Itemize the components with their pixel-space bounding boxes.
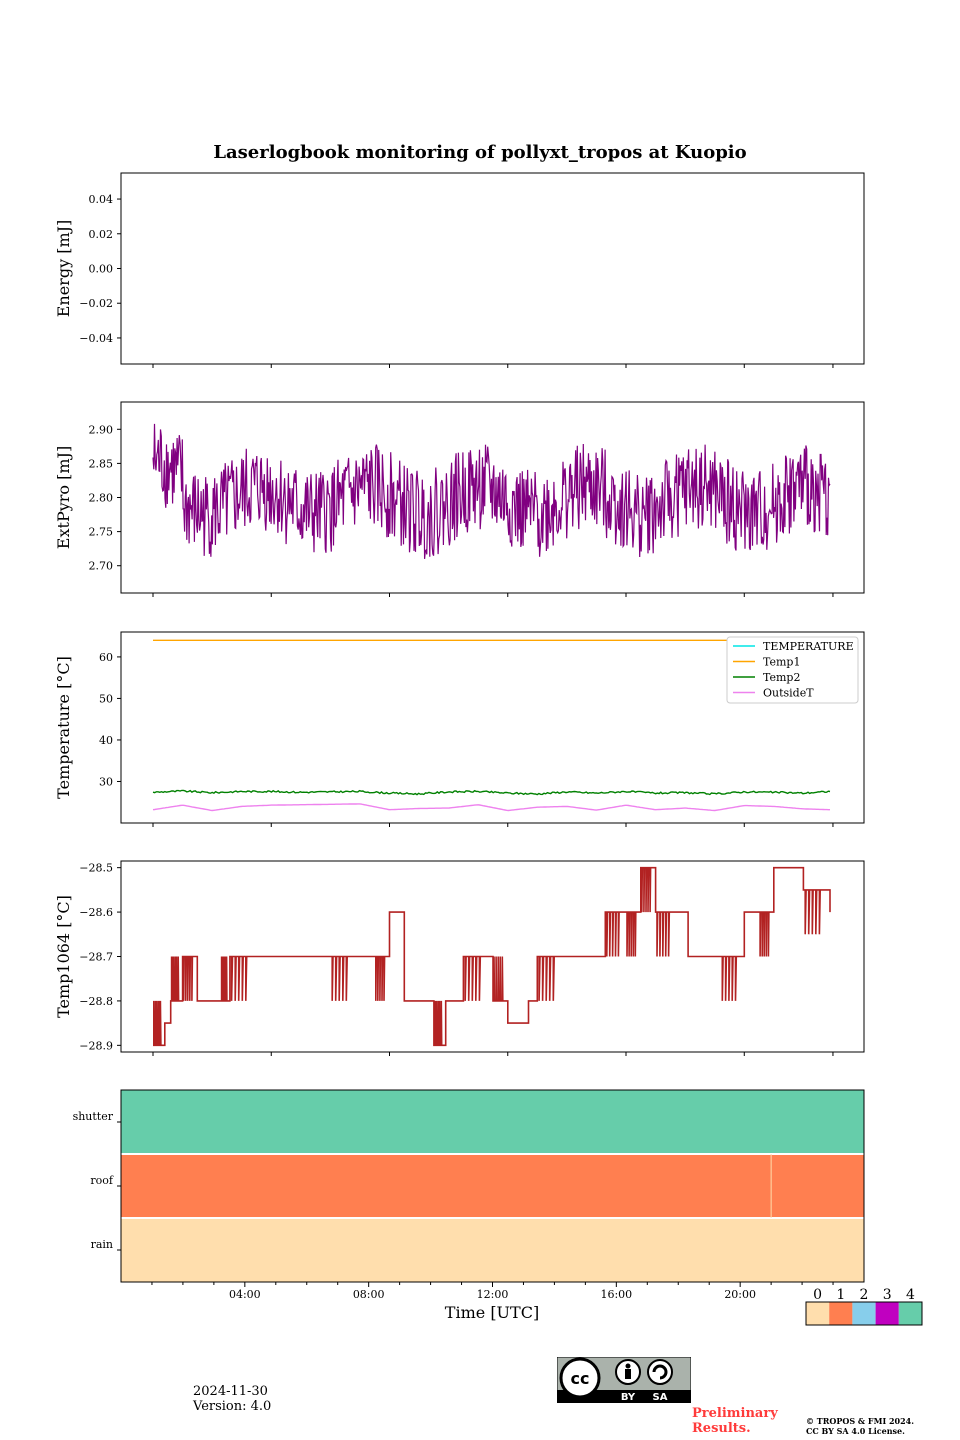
y-tick-label: −28.5 (79, 862, 113, 875)
legend-label: TEMPERATURE (763, 640, 854, 653)
cc-sa-label: SA (653, 1392, 668, 1403)
status-band-shutter (121, 1090, 864, 1154)
cc-by-sa-badge: cc BY SA (557, 1357, 691, 1403)
y-tick-label: 60 (99, 651, 113, 664)
colorbar-label: 4 (906, 1287, 915, 1303)
y-tick-label: −28.8 (79, 995, 113, 1008)
x-axis-title: Time [UTC] (445, 1303, 539, 1322)
panels: 0.04 0.02 0.00 −0.02 −0.04 Energy [mJ] 2.90 2.8… (54, 172, 865, 1301)
y-tick-label: 2.75 (89, 526, 114, 539)
y-tick-label: −0.04 (79, 332, 113, 345)
series-line-temp1064 (153, 866, 831, 1047)
colorbar-swatch (875, 1302, 899, 1325)
colorbar-label: 0 (813, 1287, 822, 1303)
panel-1: 0.04 0.02 0.00 −0.02 −0.04 Energy [mJ] (54, 172, 865, 368)
panel-3: 60 50 40 30 Temperature [°C] TEMPERATURE Temp1… (54, 631, 865, 827)
preliminary-line-1: Preliminary (692, 1406, 778, 1421)
legend-box (726, 636, 859, 704)
series-line-outsidet (152, 803, 830, 812)
cc-by-label: BY (621, 1392, 636, 1403)
panel-frame (120, 172, 865, 365)
y-tick-label: 40 (99, 734, 113, 747)
colorbar-swatch (898, 1302, 922, 1325)
footer-date: 2024-11-30 (193, 1384, 268, 1399)
y-tick-label: 0.02 (89, 228, 114, 241)
preliminary-notice: Preliminary Results. (692, 1406, 778, 1436)
row-label-roof: roof (90, 1174, 114, 1187)
x-tick-label: 12:00 (477, 1288, 509, 1301)
panel-4: −28.5 −28.6 −28.7 −28.8 −28.9 Temp1064 [°C] (54, 860, 865, 1056)
y-tick-label: 2.80 (89, 492, 114, 505)
y-tick-label: 30 (99, 775, 113, 788)
panel-5: shutter roof rain 04:00 08:00 12:00 16:00 20:00 (73, 1089, 865, 1301)
x-tick-label: 16:00 (600, 1288, 632, 1301)
colorbar-swatch (852, 1302, 876, 1325)
preliminary-line-2: Results. (692, 1421, 751, 1436)
x-tick-label: 20:00 (724, 1288, 756, 1301)
row-label-rain: rain (91, 1238, 113, 1251)
colorbar-swatch (829, 1302, 853, 1325)
colorbar-label: 2 (860, 1287, 869, 1303)
copyright-line-2: CC BY SA 4.0 License. (806, 1426, 905, 1436)
colorbar-label: 3 (883, 1287, 892, 1303)
y-axis-title: ExtPyro [mJ] (54, 446, 73, 549)
chart-title: Laserlogbook monitoring of pollyxt_tropo… (213, 142, 746, 163)
footer-version: Version: 4.0 (193, 1399, 272, 1414)
copyright-notice: © TROPOS & FMI 2024. CC BY SA 4.0 Licens… (806, 1416, 914, 1436)
y-tick-label: 50 (99, 692, 113, 705)
y-axis-title: Temperature [°C] (54, 656, 73, 799)
legend-label: Temp2 (763, 671, 800, 684)
legend-label: OutsideT (763, 687, 814, 700)
colorbar-label: 1 (836, 1287, 845, 1303)
y-tick-label: 2.70 (89, 560, 114, 573)
status-band-rain (121, 1219, 864, 1282)
cc-icon (559, 1357, 601, 1399)
share-alike-icon (647, 1359, 673, 1385)
row-label-shutter: shutter (73, 1110, 114, 1123)
copyright-line-1: © TROPOS & FMI 2024. (806, 1416, 915, 1426)
y-axis-title: Temp1064 [°C] (54, 895, 73, 1018)
x-tick-label: 04:00 (229, 1288, 261, 1301)
y-axis-title: Energy [mJ] (54, 220, 73, 318)
status-band-roof (121, 1155, 864, 1218)
y-tick-label: −28.9 (79, 1039, 113, 1052)
panel-2: 2.90 2.85 2.80 2.75 2.70 ExtPyro [mJ] (54, 401, 865, 597)
y-tick-label: −0.02 (79, 297, 113, 310)
x-tick-label: 08:00 (353, 1288, 385, 1301)
y-tick-label: −28.7 (79, 951, 113, 964)
colorbar-swatch (806, 1302, 830, 1325)
y-tick-label: 2.90 (89, 423, 114, 436)
series-line-temp2 (152, 789, 831, 796)
y-tick-label: −28.6 (79, 906, 113, 919)
svg-text:cc: cc (571, 1369, 590, 1388)
legend-label: Temp1 (763, 656, 800, 669)
y-tick-label: 0.00 (89, 263, 114, 276)
series-line-extpyro (152, 423, 831, 559)
y-tick-label: 2.85 (89, 457, 114, 470)
colorbar-frame (805, 1301, 923, 1326)
y-tick-label: 0.04 (89, 193, 114, 206)
